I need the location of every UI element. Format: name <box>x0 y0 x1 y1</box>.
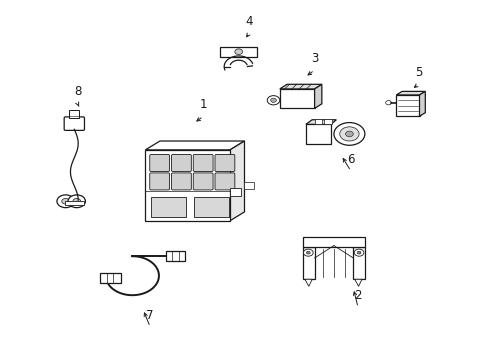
Circle shape <box>266 96 279 105</box>
Polygon shape <box>354 279 361 286</box>
Text: 1: 1 <box>199 98 207 111</box>
FancyBboxPatch shape <box>149 173 169 190</box>
Polygon shape <box>395 91 425 95</box>
Text: 3: 3 <box>310 52 318 65</box>
Bar <box>229 188 240 196</box>
Text: 2: 2 <box>354 289 361 302</box>
Polygon shape <box>419 91 425 116</box>
Bar <box>305 124 330 144</box>
Bar <box>193 197 228 216</box>
Circle shape <box>68 195 85 208</box>
FancyBboxPatch shape <box>171 173 191 190</box>
Bar <box>69 110 79 118</box>
FancyBboxPatch shape <box>193 154 213 171</box>
Bar <box>324 119 331 124</box>
Bar <box>302 237 365 247</box>
Bar <box>395 95 419 116</box>
FancyBboxPatch shape <box>64 117 84 130</box>
Circle shape <box>234 49 242 54</box>
FancyBboxPatch shape <box>171 154 191 171</box>
Polygon shape <box>145 141 244 150</box>
Bar <box>64 201 84 205</box>
Text: 5: 5 <box>414 66 421 79</box>
Bar <box>244 183 254 189</box>
Bar <box>100 273 121 283</box>
Bar <box>314 119 322 124</box>
Bar <box>302 247 314 279</box>
Circle shape <box>345 131 352 137</box>
Polygon shape <box>305 120 336 124</box>
Polygon shape <box>229 141 244 221</box>
Polygon shape <box>305 279 311 286</box>
Circle shape <box>57 195 74 208</box>
Circle shape <box>385 100 391 105</box>
FancyBboxPatch shape <box>193 173 213 190</box>
Text: 6: 6 <box>346 153 354 166</box>
Polygon shape <box>314 84 321 108</box>
Bar <box>352 247 365 279</box>
FancyBboxPatch shape <box>149 154 169 171</box>
FancyBboxPatch shape <box>215 173 234 190</box>
Circle shape <box>339 127 358 141</box>
Circle shape <box>353 249 363 256</box>
Text: 4: 4 <box>245 15 253 28</box>
Circle shape <box>356 251 360 254</box>
Polygon shape <box>279 84 321 89</box>
Bar <box>279 89 314 108</box>
Bar <box>220 47 257 57</box>
Bar <box>166 251 184 261</box>
Text: 8: 8 <box>74 85 81 99</box>
Circle shape <box>73 198 81 204</box>
Circle shape <box>270 98 276 102</box>
FancyBboxPatch shape <box>215 154 234 171</box>
Circle shape <box>303 249 312 256</box>
Circle shape <box>333 123 364 145</box>
Bar <box>145 150 229 221</box>
Circle shape <box>61 198 69 204</box>
Bar <box>151 197 185 216</box>
Text: 7: 7 <box>146 309 154 322</box>
Circle shape <box>306 251 309 254</box>
